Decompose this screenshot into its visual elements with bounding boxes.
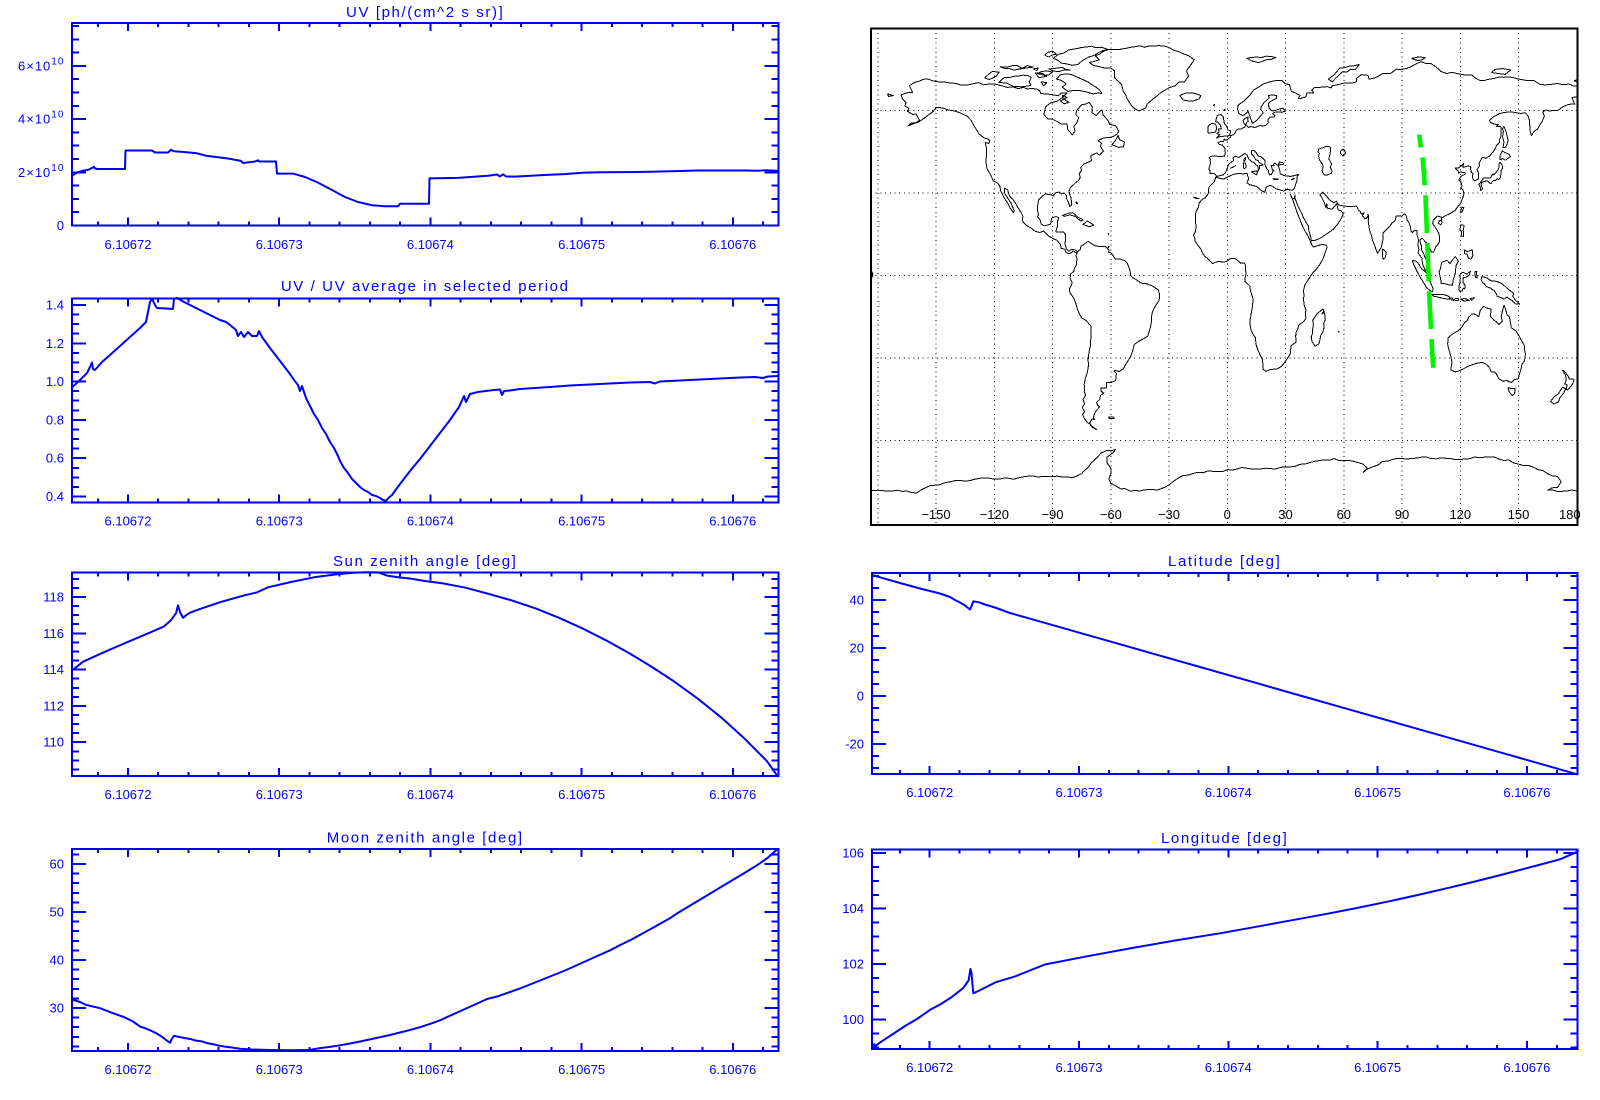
svg-text:Latitude [deg]: Latitude [deg] [1168, 553, 1281, 570]
svg-text:−150: −150 [921, 507, 950, 522]
svg-text:106: 106 [842, 846, 864, 861]
svg-text:40: 40 [50, 953, 64, 968]
svg-text:6.10672: 6.10672 [105, 787, 152, 802]
svg-text:6.10675: 6.10675 [1354, 1060, 1401, 1075]
svg-text:UV / UV average in selected pe: UV / UV average in selected period [281, 278, 570, 295]
svg-text:Moon zenith angle [deg]: Moon zenith angle [deg] [327, 830, 524, 847]
svg-text:6.10675: 6.10675 [1354, 785, 1401, 800]
svg-text:6.10676: 6.10676 [709, 1062, 756, 1077]
svg-text:104: 104 [842, 901, 864, 916]
svg-text:6.10673: 6.10673 [256, 237, 303, 252]
svg-text:100: 100 [842, 1012, 864, 1027]
svg-text:6.10674: 6.10674 [407, 787, 454, 802]
svg-text:6.10673: 6.10673 [256, 787, 303, 802]
svg-text:6.10675: 6.10675 [558, 1062, 605, 1077]
svg-text:−60: −60 [1100, 507, 1122, 522]
svg-text:50: 50 [50, 905, 64, 920]
svg-text:6.10675: 6.10675 [558, 237, 605, 252]
svg-text:6.10672: 6.10672 [105, 514, 152, 529]
svg-text:6.10676: 6.10676 [709, 237, 756, 252]
svg-text:60: 60 [50, 857, 64, 872]
svg-text:30: 30 [1278, 507, 1292, 522]
svg-text:102: 102 [842, 957, 864, 972]
svg-text:0.8: 0.8 [46, 412, 64, 427]
svg-text:6.10673: 6.10673 [256, 514, 303, 529]
svg-text:−120: −120 [980, 507, 1009, 522]
svg-text:6.10673: 6.10673 [1056, 1060, 1103, 1075]
svg-text:6.10672: 6.10672 [105, 237, 152, 252]
svg-text:6.10675: 6.10675 [558, 787, 605, 802]
svg-text:6.10676: 6.10676 [709, 514, 756, 529]
svg-text:0.6: 0.6 [46, 451, 64, 466]
svg-text:180: 180 [1559, 507, 1581, 522]
svg-text:6.10672: 6.10672 [906, 785, 953, 800]
svg-text:6.10676: 6.10676 [709, 787, 756, 802]
svg-text:6.10675: 6.10675 [558, 514, 605, 529]
svg-text:6.10674: 6.10674 [407, 514, 454, 529]
svg-text:110: 110 [43, 735, 64, 750]
svg-text:6.10674: 6.10674 [1205, 1060, 1252, 1075]
svg-text:116: 116 [43, 626, 64, 641]
svg-text:UV [ph/(cm^2 s sr)]: UV [ph/(cm^2 s sr)] [346, 4, 504, 21]
svg-text:Longitude [deg]: Longitude [deg] [1161, 830, 1288, 847]
svg-text:6.10672: 6.10672 [105, 1062, 152, 1077]
svg-text:112: 112 [43, 698, 64, 713]
svg-text:60: 60 [1337, 507, 1351, 522]
svg-text:6.10674: 6.10674 [407, 1062, 454, 1077]
svg-text:1.0: 1.0 [46, 374, 64, 389]
svg-text:114: 114 [43, 662, 64, 677]
svg-text:6.10672: 6.10672 [906, 1060, 953, 1075]
svg-text:120: 120 [1449, 507, 1471, 522]
svg-text:118: 118 [43, 590, 64, 605]
svg-text:6.10676: 6.10676 [1503, 1060, 1550, 1075]
svg-text:-20: -20 [845, 737, 864, 752]
svg-text:6.10676: 6.10676 [1503, 785, 1550, 800]
svg-text:−90: −90 [1041, 507, 1063, 522]
svg-text:6.10674: 6.10674 [407, 237, 454, 252]
svg-text:0.4: 0.4 [46, 489, 64, 504]
svg-text:30: 30 [50, 1001, 64, 1016]
svg-text:40: 40 [850, 593, 864, 608]
svg-text:Sun zenith angle [deg]: Sun zenith angle [deg] [333, 553, 517, 570]
svg-text:6.10673: 6.10673 [256, 1062, 303, 1077]
svg-text:1.2: 1.2 [46, 336, 64, 351]
svg-text:0: 0 [57, 218, 64, 233]
svg-text:1.4: 1.4 [46, 298, 64, 313]
svg-text:6.10674: 6.10674 [1205, 785, 1252, 800]
svg-text:90: 90 [1395, 507, 1409, 522]
svg-text:0: 0 [1224, 507, 1231, 522]
svg-text:6.10673: 6.10673 [1056, 785, 1103, 800]
svg-text:20: 20 [850, 641, 864, 656]
svg-text:150: 150 [1508, 507, 1530, 522]
svg-text:−30: −30 [1158, 507, 1180, 522]
svg-text:0: 0 [857, 689, 864, 704]
